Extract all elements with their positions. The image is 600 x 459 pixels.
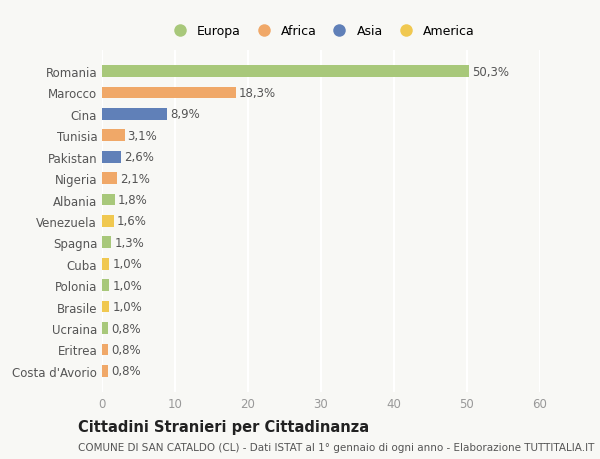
Text: 3,1%: 3,1% [128, 129, 157, 142]
Bar [102, 344, 108, 356]
Bar [102, 216, 113, 227]
Text: 1,6%: 1,6% [116, 215, 146, 228]
Text: 2,6%: 2,6% [124, 151, 154, 164]
Text: COMUNE DI SAN CATALDO (CL) - Dati ISTAT al 1° gennaio di ogni anno - Elaborazion: COMUNE DI SAN CATALDO (CL) - Dati ISTAT … [78, 442, 595, 452]
Text: 2,1%: 2,1% [120, 172, 150, 185]
Text: 1,0%: 1,0% [112, 301, 142, 313]
Bar [102, 173, 118, 185]
Bar [102, 237, 112, 249]
Bar [102, 87, 236, 99]
Text: Cittadini Stranieri per Cittadinanza: Cittadini Stranieri per Cittadinanza [78, 419, 369, 434]
Text: 0,8%: 0,8% [111, 343, 140, 356]
Text: 50,3%: 50,3% [472, 66, 509, 78]
Text: 0,8%: 0,8% [111, 322, 140, 335]
Bar [102, 280, 109, 291]
Bar [102, 109, 167, 121]
Bar [102, 322, 108, 334]
Bar [102, 151, 121, 163]
Bar [102, 130, 125, 142]
Text: 8,9%: 8,9% [170, 108, 200, 121]
Text: 18,3%: 18,3% [239, 87, 275, 100]
Bar [102, 194, 115, 206]
Text: 1,8%: 1,8% [118, 194, 148, 207]
Text: 0,8%: 0,8% [111, 364, 140, 377]
Bar [102, 365, 108, 377]
Text: 1,0%: 1,0% [112, 257, 142, 271]
Bar [102, 301, 109, 313]
Bar [102, 258, 109, 270]
Bar [102, 66, 469, 78]
Text: 1,0%: 1,0% [112, 279, 142, 292]
Legend: Europa, Africa, Asia, America: Europa, Africa, Asia, America [164, 22, 478, 40]
Text: 1,3%: 1,3% [115, 236, 144, 249]
